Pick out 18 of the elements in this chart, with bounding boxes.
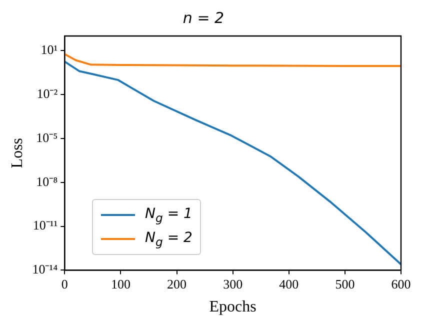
y-axis-title: Loss	[8, 138, 26, 168]
x-tick-label: 0	[61, 276, 68, 292]
x-tick-label: 200	[167, 276, 187, 292]
legend-label: N$_{g}$ = 1	[145, 206, 192, 224]
legend-label: N$_{g}$ = 2	[145, 230, 192, 248]
x-axis-title: Epochs	[209, 298, 256, 316]
x-tick-label: 500	[335, 276, 355, 292]
x-tick-label: 400	[279, 276, 299, 292]
y-tick-label: 10¹	[40, 42, 58, 58]
chart-title: n = 2	[182, 8, 224, 27]
y-tick-label: 10⁻¹¹	[32, 218, 58, 233]
y-tick-label: 10⁻¹⁴	[32, 262, 58, 277]
x-tick-label: 100	[110, 276, 130, 292]
y-tick-label: 10⁻²	[36, 86, 58, 101]
y-tick-label: 10⁻⁵	[36, 130, 58, 145]
y-tick-label: 10⁻⁸	[36, 174, 58, 189]
x-tick-label: 600	[391, 276, 411, 292]
x-tick-label: 300	[223, 276, 243, 292]
